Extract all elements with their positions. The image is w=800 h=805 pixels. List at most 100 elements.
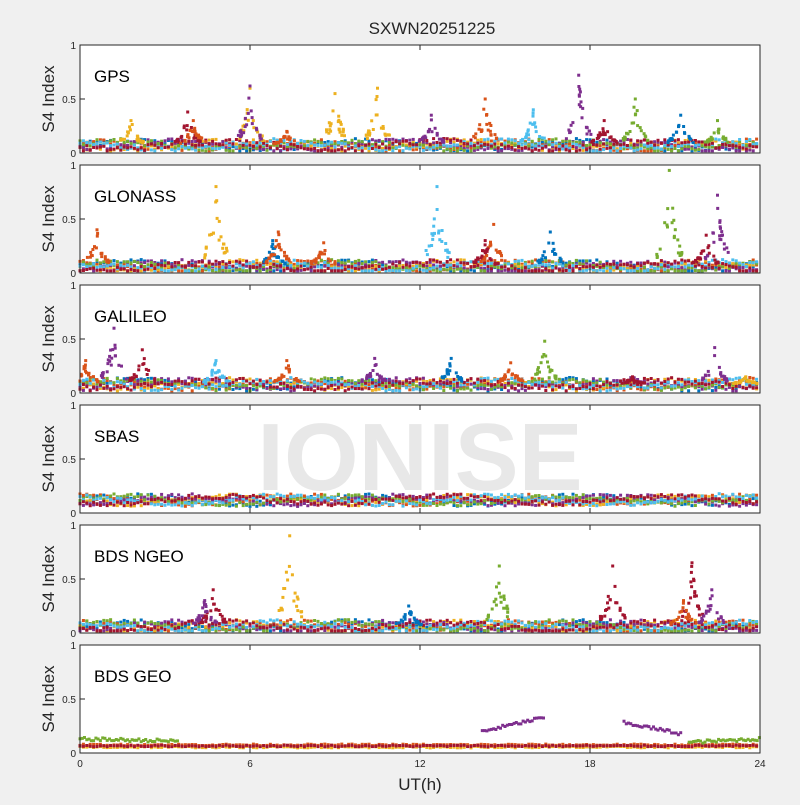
data-point <box>194 144 197 147</box>
data-point <box>306 260 309 263</box>
data-point <box>214 201 217 204</box>
data-point <box>439 380 442 383</box>
data-point <box>283 139 286 142</box>
data-point <box>119 268 122 271</box>
data-point <box>701 388 704 391</box>
data-point <box>514 387 517 390</box>
data-point <box>96 269 99 272</box>
data-point <box>142 140 145 143</box>
data-point <box>657 378 660 381</box>
data-point <box>306 382 309 385</box>
data-point <box>259 269 262 272</box>
data-point <box>120 365 123 368</box>
data-point <box>270 245 273 248</box>
data-point <box>603 119 606 122</box>
data-point <box>327 267 330 270</box>
data-point <box>544 267 547 270</box>
data-point <box>337 141 340 144</box>
data-point <box>517 265 520 268</box>
data-point <box>361 146 364 149</box>
data-point <box>269 379 272 382</box>
data-point <box>138 365 141 368</box>
data-point <box>289 386 292 389</box>
data-point <box>578 145 581 148</box>
data-point <box>354 264 357 267</box>
data-point <box>320 141 323 144</box>
data-point <box>364 269 367 272</box>
data-point <box>548 263 551 266</box>
data-point <box>201 385 204 388</box>
data-point <box>119 386 122 389</box>
data-point <box>109 148 112 151</box>
data-point <box>521 259 524 262</box>
data-point <box>674 144 677 147</box>
data-point <box>687 389 690 392</box>
data-point <box>711 142 714 145</box>
data-point <box>102 387 105 390</box>
data-point <box>361 149 364 152</box>
data-point <box>113 259 116 262</box>
data-point <box>317 255 320 258</box>
data-point <box>255 266 258 269</box>
data-point <box>174 146 177 149</box>
data-point <box>109 388 112 391</box>
data-point <box>716 194 719 197</box>
data-point <box>153 389 156 392</box>
data-point <box>327 258 330 261</box>
data-point <box>181 149 184 152</box>
data-point <box>640 129 643 132</box>
data-point <box>701 141 704 144</box>
data-point <box>711 384 714 387</box>
data-point <box>92 146 95 149</box>
data-point <box>653 140 656 143</box>
data-point <box>160 142 163 145</box>
data-point <box>582 149 585 152</box>
data-point <box>218 239 221 242</box>
data-point <box>190 126 193 129</box>
data-point <box>755 378 758 381</box>
data-point <box>252 145 255 148</box>
data-point <box>129 377 132 380</box>
data-point <box>494 133 497 136</box>
data-point <box>247 112 250 115</box>
data-point <box>374 385 377 388</box>
data-point <box>726 141 729 144</box>
data-point <box>466 269 469 272</box>
data-point <box>483 384 486 387</box>
data-point <box>453 147 456 150</box>
data-point <box>697 269 700 272</box>
data-point <box>619 140 622 143</box>
data-point <box>453 143 456 146</box>
data-point <box>466 149 469 152</box>
data-point <box>575 137 578 140</box>
data-point <box>456 262 459 265</box>
data-point <box>483 262 486 265</box>
data-point <box>405 266 408 269</box>
data-point <box>612 147 615 150</box>
data-point <box>368 143 371 146</box>
data-point <box>351 269 354 272</box>
data-point <box>623 267 626 270</box>
data-point <box>310 384 313 387</box>
data-point <box>735 266 738 269</box>
data-point <box>697 379 700 382</box>
data-point <box>712 255 715 258</box>
data-point <box>748 267 751 270</box>
data-point <box>174 149 177 152</box>
data-point <box>198 144 201 147</box>
data-point <box>446 260 449 263</box>
data-point <box>126 146 129 149</box>
data-point <box>245 265 248 268</box>
data-point <box>266 269 269 272</box>
data-point <box>147 260 150 263</box>
data-point <box>653 147 656 150</box>
data-point <box>687 266 690 269</box>
data-point <box>402 140 405 143</box>
data-point <box>514 139 517 142</box>
data-point <box>85 144 88 147</box>
data-point <box>731 258 734 261</box>
data-point <box>745 383 748 386</box>
data-point <box>228 266 231 269</box>
data-point <box>721 381 724 384</box>
data-point <box>85 381 88 384</box>
